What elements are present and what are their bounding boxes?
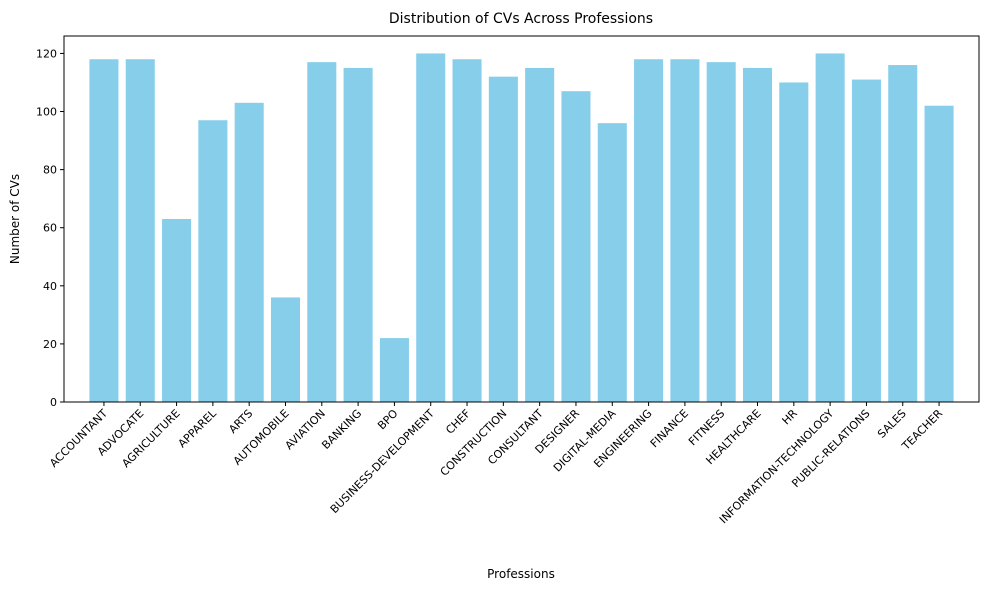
bar-advocate	[125, 59, 155, 402]
bar-aviation	[307, 62, 337, 403]
bar-accountant	[89, 59, 119, 402]
bar-construction	[488, 76, 518, 403]
y-axis-label: Number of CVs	[8, 174, 22, 264]
x-tick-label-banking: BANKING	[319, 407, 364, 452]
y-tick-label: 0	[50, 396, 57, 409]
bar-arts	[234, 102, 264, 403]
bar-business-development	[416, 53, 446, 403]
bar-designer	[561, 91, 591, 402]
bar-engineering	[634, 59, 664, 402]
bar-consultant	[525, 67, 555, 402]
x-tick-label-hr: HR	[779, 407, 800, 428]
y-tick-label: 100	[36, 106, 57, 119]
bar-sales	[888, 65, 918, 403]
y-axis: 0 20 40 60 80 100 120	[36, 47, 64, 409]
x-tick-label-construction: CONSTRUCTION	[438, 407, 510, 479]
y-tick-label: 40	[43, 280, 57, 293]
bar-finance	[670, 59, 700, 402]
x-tick-label-apparel: APPAREL	[176, 406, 220, 450]
x-tick-label-digital-media: DIGITAL-MEDIA	[551, 407, 619, 475]
bar-information-technology	[815, 53, 845, 403]
bar-automobile	[270, 297, 301, 402]
bar-digital-media	[597, 123, 627, 403]
bars-layer	[89, 53, 954, 403]
bar-fitness	[706, 62, 736, 403]
x-tick-label-sales: SALES	[875, 407, 909, 441]
x-tick-label-accountant: ACCOUNTANT	[47, 407, 110, 470]
bar-bpo	[379, 338, 409, 402]
bar-teacher	[924, 105, 954, 402]
y-tick-label: 80	[43, 164, 57, 177]
bar-banking	[343, 67, 373, 402]
bar-hr	[779, 82, 809, 402]
bar-apparel	[198, 120, 228, 402]
x-tick-label-bpo: BPO	[375, 407, 401, 433]
bar-chef	[452, 59, 482, 402]
y-tick-label: 120	[36, 47, 57, 60]
y-tick-label: 60	[43, 222, 57, 235]
y-tick-label: 20	[43, 338, 57, 351]
chart-title: Distribution of CVs Across Professions	[389, 11, 653, 27]
x-tick-label-finance: FINANCE	[648, 407, 691, 450]
plot-frame	[63, 35, 980, 403]
bar-healthcare	[742, 67, 773, 402]
x-tick-label-arts: ARTS	[226, 407, 255, 436]
bar-agriculture	[162, 219, 192, 402]
bar-public-relations	[851, 79, 881, 403]
x-axis-label: Professions	[487, 567, 555, 581]
x-tick-label-chef: CHEF	[443, 407, 473, 437]
